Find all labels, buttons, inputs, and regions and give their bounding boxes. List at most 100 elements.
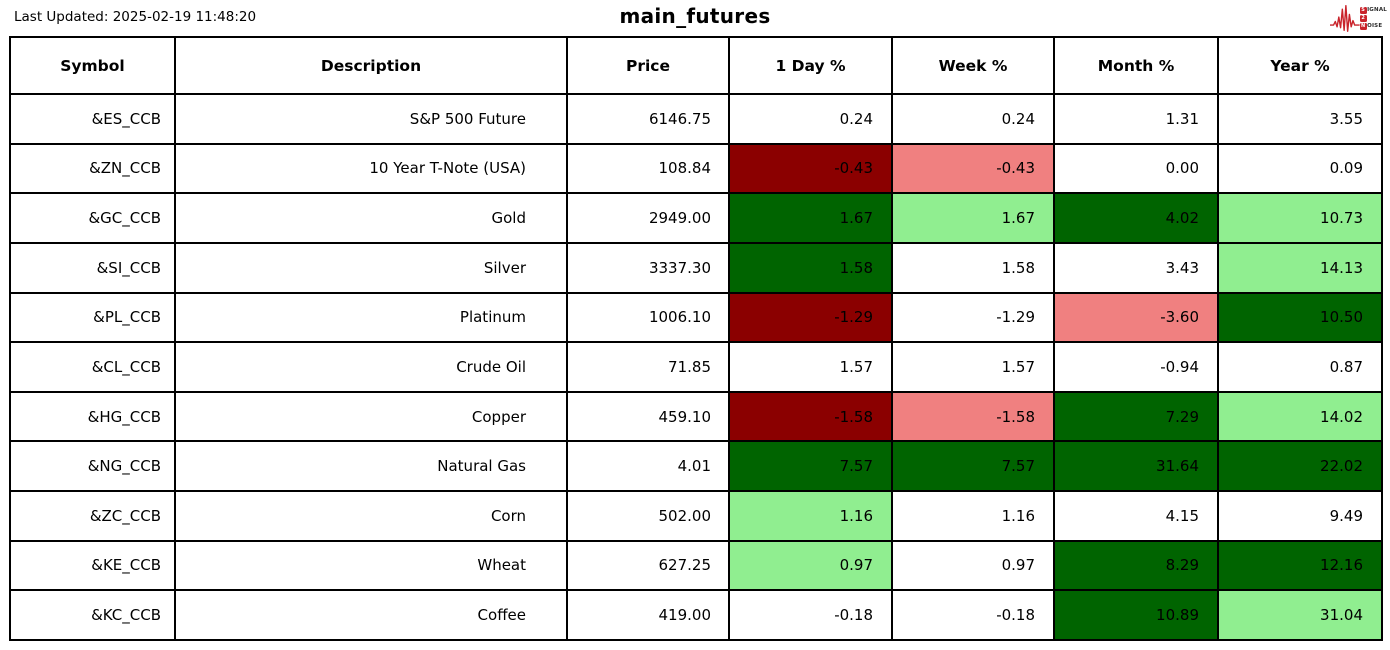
cell-year-pct: 10.73: [1217, 192, 1383, 244]
cell-description: 10 Year T-Note (USA): [174, 142, 568, 195]
cell-week-pct: 1.16: [891, 490, 1055, 542]
cell-month-pct: 4.02: [1053, 192, 1219, 244]
column-header-1day: 1 Day %: [728, 36, 893, 95]
cell-year-pct: 0.09: [1217, 142, 1383, 195]
cell-description: Corn: [174, 490, 568, 542]
cell-1day-pct: 1.58: [728, 241, 893, 294]
table-row: &HG_CCB Copper 459.10 -1.58 -1.58 7.29 1…: [9, 390, 1383, 443]
logo-badge-s: S: [1359, 6, 1367, 14]
logo-rest-oise: OISE: [1367, 23, 1383, 29]
table-row: &KC_CCB Coffee 419.00 -0.18 -0.18 10.89 …: [9, 589, 1383, 641]
cell-price: 502.00: [566, 490, 730, 542]
cell-symbol: &KC_CCB: [9, 589, 176, 641]
logo-line-2: 2: [1359, 14, 1387, 22]
cell-symbol: &HG_CCB: [9, 390, 176, 443]
cell-week-pct: -0.18: [891, 589, 1055, 641]
cell-symbol: &GC_CCB: [9, 192, 176, 244]
table-body: &ES_CCB S&P 500 Future 6146.75 0.24 0.24…: [9, 93, 1383, 641]
table-row: &SI_CCB Silver 3337.30 1.58 1.58 3.43 14…: [9, 241, 1383, 294]
cell-price: 459.10: [566, 390, 730, 443]
column-header-symbol: Symbol: [9, 36, 176, 95]
cell-week-pct: -1.29: [891, 291, 1055, 344]
cell-description: S&P 500 Future: [174, 93, 568, 145]
cell-week-pct: 1.67: [891, 192, 1055, 244]
cell-symbol: &KE_CCB: [9, 539, 176, 592]
table-row: &GC_CCB Gold 2949.00 1.67 1.67 4.02 10.7…: [9, 192, 1383, 244]
cell-description: Crude Oil: [174, 341, 568, 393]
cell-description: Gold: [174, 192, 568, 244]
cell-year-pct: 14.02: [1217, 390, 1383, 443]
cell-week-pct: 0.97: [891, 539, 1055, 592]
cell-month-pct: 10.89: [1053, 589, 1219, 641]
table-row: &KE_CCB Wheat 627.25 0.97 0.97 8.29 12.1…: [9, 539, 1383, 592]
cell-1day-pct: -1.29: [728, 291, 893, 344]
cell-price: 2949.00: [566, 192, 730, 244]
cell-month-pct: 3.43: [1053, 241, 1219, 294]
cell-symbol: &ZN_CCB: [9, 142, 176, 195]
cell-symbol: &PL_CCB: [9, 291, 176, 344]
column-header-price: Price: [566, 36, 730, 95]
cell-description: Copper: [174, 390, 568, 443]
cell-month-pct: 8.29: [1053, 539, 1219, 592]
cell-week-pct: 7.57: [891, 440, 1055, 492]
cell-month-pct: 7.29: [1053, 390, 1219, 443]
column-header-week: Week %: [891, 36, 1055, 95]
cell-1day-pct: -1.58: [728, 390, 893, 443]
cell-week-pct: -1.58: [891, 390, 1055, 443]
cell-month-pct: 31.64: [1053, 440, 1219, 492]
cell-description: Natural Gas: [174, 440, 568, 492]
cell-month-pct: 1.31: [1053, 93, 1219, 145]
logo-rest-ignal: IGNAL: [1367, 7, 1387, 13]
cell-description: Platinum: [174, 291, 568, 344]
cell-1day-pct: 1.16: [728, 490, 893, 542]
cell-symbol: &ES_CCB: [9, 93, 176, 145]
logo-badge-n: N: [1359, 22, 1367, 30]
cell-week-pct: 0.24: [891, 93, 1055, 145]
cell-price: 6146.75: [566, 93, 730, 145]
cell-week-pct: 1.57: [891, 341, 1055, 393]
table-row: &NG_CCB Natural Gas 4.01 7.57 7.57 31.64…: [9, 440, 1383, 492]
table-row: &ZN_CCB 10 Year T-Note (USA) 108.84 -0.4…: [9, 142, 1383, 195]
cell-month-pct: 0.00: [1053, 142, 1219, 195]
futures-table: Symbol Description Price 1 Day % Week % …: [9, 36, 1383, 641]
cell-description: Silver: [174, 241, 568, 294]
signal2noise-logo: S IGNAL 2 N OISE: [1329, 2, 1387, 34]
cell-1day-pct: 7.57: [728, 440, 893, 492]
cell-year-pct: 10.50: [1217, 291, 1383, 344]
cell-description: Wheat: [174, 539, 568, 592]
logo-text: S IGNAL 2 N OISE: [1359, 6, 1387, 30]
cell-price: 108.84: [566, 142, 730, 195]
column-header-year: Year %: [1217, 36, 1383, 95]
table-row: &ZC_CCB Corn 502.00 1.16 1.16 4.15 9.49: [9, 490, 1383, 542]
cell-month-pct: -3.60: [1053, 291, 1219, 344]
cell-1day-pct: 0.97: [728, 539, 893, 592]
cell-month-pct: 4.15: [1053, 490, 1219, 542]
cell-week-pct: -0.43: [891, 142, 1055, 195]
cell-price: 71.85: [566, 341, 730, 393]
cell-symbol: &SI_CCB: [9, 241, 176, 294]
cell-1day-pct: 1.57: [728, 341, 893, 393]
heartbeat-waveform-icon: [1329, 4, 1360, 32]
column-header-month: Month %: [1053, 36, 1219, 95]
cell-symbol: &CL_CCB: [9, 341, 176, 393]
cell-1day-pct: 0.24: [728, 93, 893, 145]
top-bar: Last Updated: 2025-02-19 11:48:20 main_f…: [0, 0, 1390, 36]
cell-price: 4.01: [566, 440, 730, 492]
last-updated-timestamp: Last Updated: 2025-02-19 11:48:20: [14, 9, 257, 25]
cell-price: 627.25: [566, 539, 730, 592]
table-row: &ES_CCB S&P 500 Future 6146.75 0.24 0.24…: [9, 93, 1383, 145]
logo-line-signal: S IGNAL: [1359, 6, 1387, 14]
page-title: main_futures: [619, 4, 771, 28]
column-header-description: Description: [174, 36, 568, 95]
cell-year-pct: 0.87: [1217, 341, 1383, 393]
logo-line-noise: N OISE: [1359, 22, 1387, 30]
cell-month-pct: -0.94: [1053, 341, 1219, 393]
cell-year-pct: 14.13: [1217, 241, 1383, 294]
cell-week-pct: 1.58: [891, 241, 1055, 294]
header-row: Symbol Description Price 1 Day % Week % …: [9, 36, 1383, 95]
cell-price: 1006.10: [566, 291, 730, 344]
cell-description: Coffee: [174, 589, 568, 641]
cell-year-pct: 3.55: [1217, 93, 1383, 145]
cell-1day-pct: -0.18: [728, 589, 893, 641]
cell-symbol: &NG_CCB: [9, 440, 176, 492]
